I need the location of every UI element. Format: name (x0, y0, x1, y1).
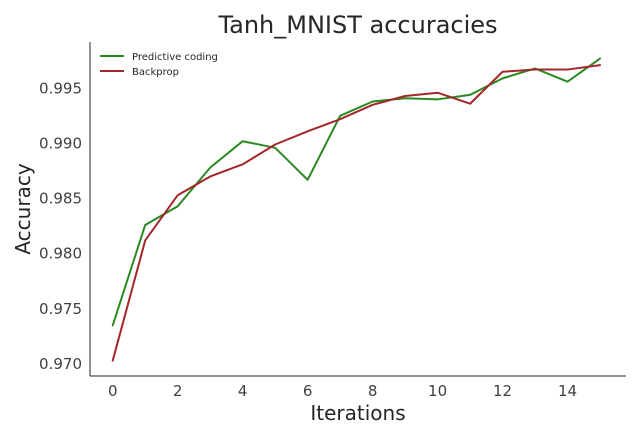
x-tick-label: 10 (428, 382, 447, 400)
y-tick-labels: 0.970 0.975 0.980 0.985 0.990 0.995 (39, 79, 82, 373)
series-line-predictive-coding (111, 57, 602, 327)
y-tick-label: 0.980 (39, 245, 82, 263)
legend-label-predictive-coding: Predictive coding (132, 52, 218, 63)
x-tick-labels: 0 2 4 6 8 10 12 14 (108, 382, 577, 400)
y-tick-label: 0.975 (39, 300, 82, 318)
x-tick-label: 8 (368, 382, 378, 400)
x-tick-label: 14 (558, 382, 577, 400)
series-line-backprop (111, 64, 602, 362)
legend: Predictive coding Backprop (100, 52, 218, 78)
y-tick-label: 0.990 (39, 134, 82, 152)
x-axis-label: Iterations (310, 401, 405, 425)
y-tick-label: 0.995 (39, 79, 82, 97)
x-tick-label: 12 (493, 382, 512, 400)
legend-label-backprop: Backprop (132, 67, 179, 78)
chart-title: Tanh_MNIST accuracies (217, 11, 497, 39)
x-tick-label: 2 (173, 382, 183, 400)
series-lines (111, 57, 602, 362)
x-tick-label: 6 (303, 382, 313, 400)
x-tick-label: 4 (238, 382, 248, 400)
x-tick-label: 0 (108, 382, 118, 400)
y-tick-label: 0.985 (39, 190, 82, 208)
y-tick-label: 0.970 (39, 355, 82, 373)
y-axis-label: Accuracy (11, 163, 35, 254)
